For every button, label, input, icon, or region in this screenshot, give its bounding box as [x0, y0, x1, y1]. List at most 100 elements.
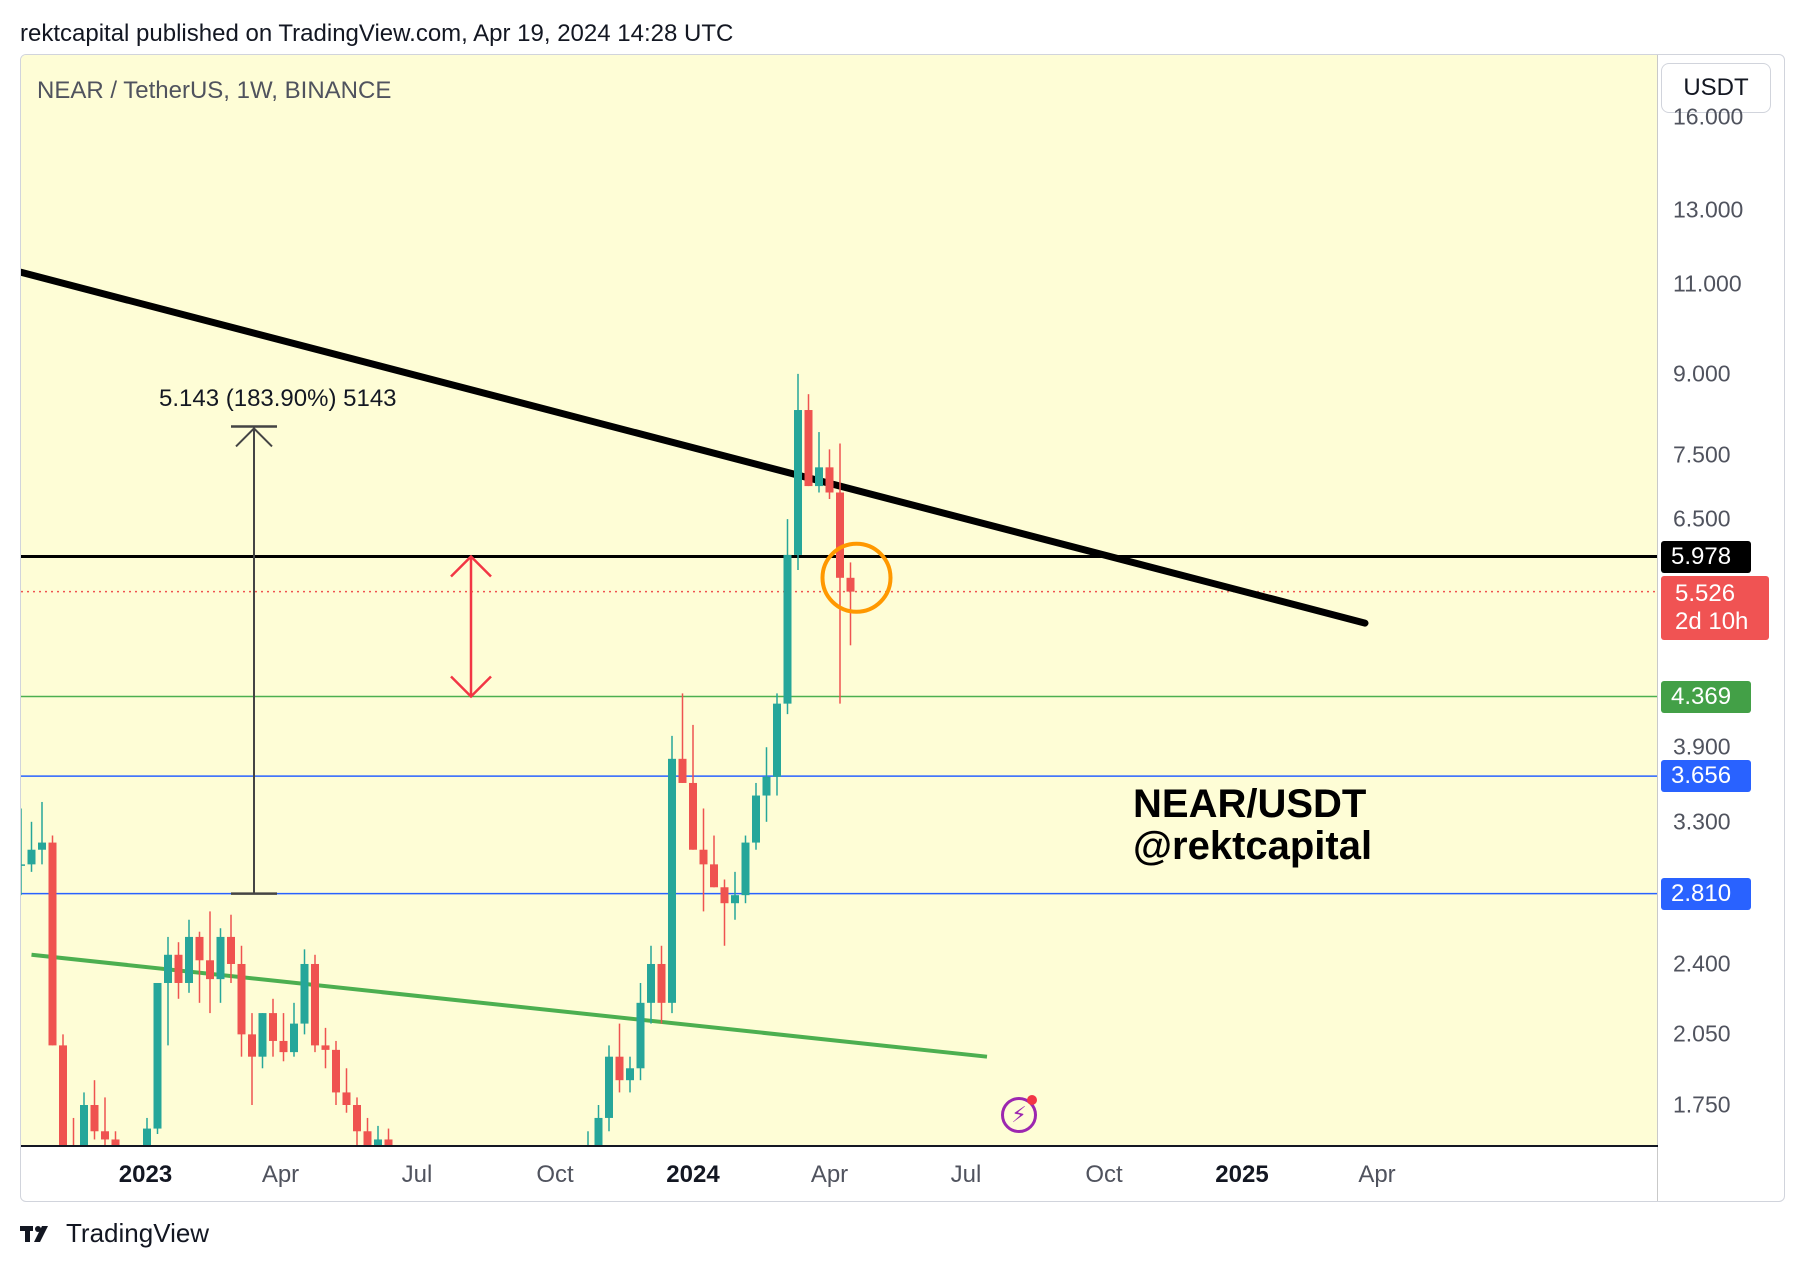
candle-body[interactable] [773, 703, 781, 777]
candle-body[interactable] [678, 758, 687, 783]
candle-body[interactable] [269, 1013, 277, 1041]
currency-button[interactable]: USDT [1661, 63, 1771, 113]
candle-body[interactable] [164, 954, 172, 983]
candle-body[interactable] [731, 895, 739, 904]
red-arrowhead-down [450, 675, 492, 699]
candle-body[interactable] [783, 554, 792, 704]
candle-body[interactable] [185, 936, 193, 983]
countdown-value: 2d 10h [1675, 607, 1749, 635]
candle-body[interactable] [38, 842, 46, 850]
candle-body[interactable] [90, 1105, 99, 1132]
candle-body[interactable] [48, 842, 57, 1046]
x-tick-label: 2023 [118, 1161, 173, 1188]
price-level-tag[interactable]: 3.656 [1661, 760, 1751, 793]
candle-body[interactable] [206, 960, 214, 980]
candle-body[interactable] [279, 1040, 288, 1053]
candle-body[interactable] [216, 936, 225, 980]
candle-body[interactable] [594, 1117, 603, 1145]
y-tick-label: 3.300 [1673, 808, 1731, 835]
candle-body[interactable] [762, 776, 771, 796]
candle-body[interactable] [111, 1139, 120, 1173]
y-tick-label: 2.050 [1673, 1020, 1731, 1047]
current-price-value: 5.526 [1675, 579, 1736, 607]
highlight-circle[interactable] [820, 541, 893, 614]
candle-body[interactable] [384, 1139, 393, 1153]
candle-body[interactable] [689, 782, 697, 850]
candle-body[interactable] [342, 1092, 351, 1105]
candle-body[interactable] [332, 1049, 340, 1093]
candle-body[interactable] [174, 954, 183, 983]
candle-body[interactable] [636, 1002, 645, 1069]
current-price-tag: 5.526 2d 10h [1661, 575, 1769, 640]
candle-body[interactable] [311, 963, 319, 1046]
candle-body[interactable] [374, 1139, 382, 1145]
candle-body[interactable] [794, 410, 802, 555]
x-tick-label: Oct [1085, 1161, 1123, 1188]
x-tick-label: 2024 [666, 1161, 720, 1188]
candle-body[interactable] [290, 1023, 298, 1053]
candle-body[interactable] [195, 936, 204, 961]
candle-body[interactable] [699, 849, 708, 865]
candle-body[interactable] [153, 982, 162, 1129]
candle-body[interactable] [605, 1056, 613, 1118]
price-level-tag[interactable]: 4.369 [1661, 680, 1751, 713]
candle-body[interactable] [657, 963, 666, 1003]
candle-body[interactable] [647, 963, 655, 1003]
pair-label: NEAR/USDT [1133, 782, 1367, 826]
resistance-trendline[interactable] [21, 268, 1369, 627]
candle-body[interactable] [101, 1131, 109, 1140]
y-tick-label: 1.750 [1673, 1091, 1731, 1118]
candle-body[interactable] [258, 1013, 267, 1057]
x-tick-label: Apr [1358, 1161, 1396, 1188]
candle-body[interactable] [615, 1056, 624, 1081]
candle-body[interactable] [626, 1068, 634, 1081]
tradingview-wordmark: TradingView [66, 1218, 210, 1248]
candle-body[interactable] [80, 1105, 88, 1151]
candle-body[interactable] [321, 1045, 330, 1050]
y-tick-label: 9.000 [1673, 360, 1731, 387]
price-level-tag[interactable]: 2.810 [1661, 877, 1751, 910]
candle-body[interactable] [741, 842, 750, 896]
measure-arrowhead [235, 427, 273, 448]
measure-annotation: 5.143 (183.90%) 5143 [159, 385, 397, 412]
lightning-icon[interactable]: ⚡ [1001, 1097, 1037, 1133]
candle-body[interactable] [825, 467, 834, 493]
candle-body[interactable] [584, 1145, 592, 1159]
candle-body[interactable] [27, 849, 36, 865]
candle-body[interactable] [710, 864, 718, 888]
x-tick-label: 2025 [1215, 1161, 1269, 1188]
y-tick-label: 3.900 [1673, 733, 1731, 760]
notification-dot-icon [1027, 1095, 1037, 1105]
red-arrowhead-up [450, 554, 492, 578]
x-tick-label: Jul [401, 1161, 433, 1188]
candle-body[interactable] [227, 936, 235, 964]
candle-body[interactable] [59, 1045, 67, 1145]
candle-body[interactable] [752, 795, 760, 843]
x-tick-label: Jul [950, 1161, 982, 1188]
plot-area[interactable] [21, 55, 1657, 1145]
candle-body[interactable] [804, 410, 813, 487]
x-tick-label: Apr [810, 1161, 849, 1188]
candle-body[interactable] [836, 492, 844, 578]
chart-frame: NEAR / TetherUS, 1W, BINANCE 5.143 (183.… [20, 54, 1785, 1202]
x-tick-label: Oct [536, 1161, 574, 1188]
y-tick-label: 16.000 [1673, 103, 1744, 130]
y-tick-label: 2.400 [1673, 950, 1731, 977]
candle-body[interactable] [300, 963, 309, 1024]
price-level-tag[interactable]: 5.978 [1661, 540, 1751, 573]
candle-body[interactable] [668, 758, 676, 1003]
candle-body[interactable] [353, 1105, 361, 1132]
y-tick-label: 6.500 [1673, 505, 1731, 532]
candle-body[interactable] [720, 887, 729, 904]
author-label: @rektcapital [1133, 824, 1373, 868]
candle-body[interactable] [237, 963, 246, 1035]
y-tick-label: 13.000 [1673, 196, 1744, 223]
candle-body[interactable] [846, 577, 855, 592]
candle-body[interactable] [363, 1131, 372, 1145]
candle-body[interactable] [143, 1128, 151, 1145]
candle-body[interactable] [815, 467, 823, 487]
tradingview-logo-icon [20, 1225, 48, 1242]
candle-body[interactable] [248, 1034, 256, 1057]
y-tick-label: 7.500 [1673, 441, 1731, 468]
candle-body[interactable] [21, 864, 25, 866]
